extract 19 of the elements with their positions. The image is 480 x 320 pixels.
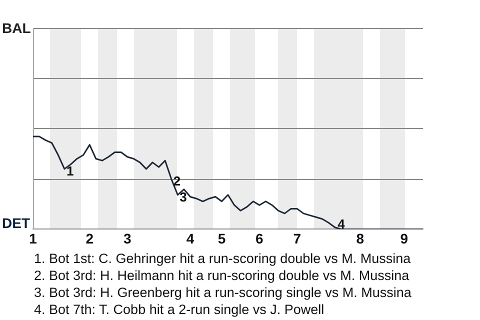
x-tick-label: 6: [256, 230, 264, 246]
annotation: 1: [66, 164, 74, 179]
text: 3. Bot 3rd: H. Greenberg hit a run-scoring single vs M. Mussina: [34, 284, 412, 301]
x-tick-label: 1: [29, 230, 38, 246]
x-tick-label: 5: [218, 230, 226, 246]
text: BAL: [2, 20, 31, 36]
text: DET: [2, 215, 30, 232]
text: 2. Bot 3rd: H. Heilmann hit a run-scoring double vs M. Mussina: [34, 267, 410, 284]
text: 1. Bot 1st: C. Gehringer hit a run-scoring double vs M. Mussina: [34, 250, 412, 267]
x-tick-label: 7: [293, 230, 302, 246]
x-tick-label: 8: [356, 230, 364, 246]
annotation: 2: [173, 174, 181, 189]
text: 4. Bot 7th: T. Cobb hit a 2-run single vs J. Powell: [34, 301, 326, 318]
annotation: 3: [180, 189, 187, 204]
x-tick-label: 4: [186, 230, 194, 246]
x-tick-label: 2: [86, 230, 94, 246]
x-tick-label: 3: [123, 230, 132, 246]
x-tick-label: 9: [400, 230, 408, 246]
annotation: 4: [338, 216, 346, 232]
